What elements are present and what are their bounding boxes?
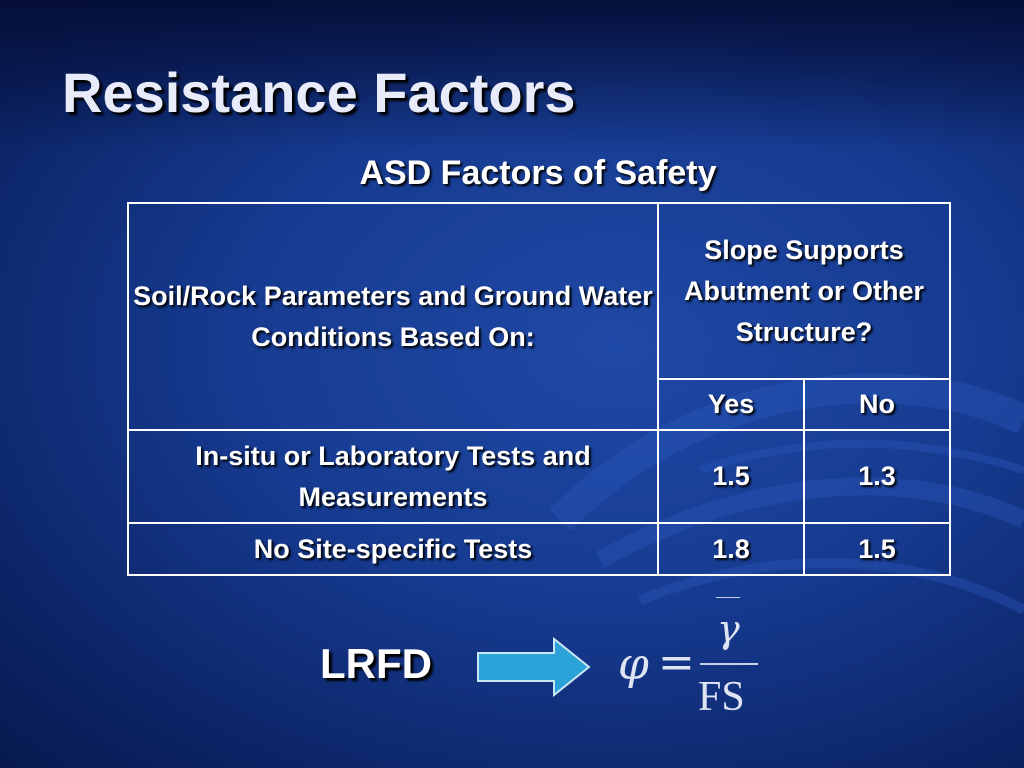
subheader-yes: Yes bbox=[657, 378, 805, 431]
header-soil-rock-parameters: Soil/Rock Parameters and Ground Water Co… bbox=[127, 202, 659, 431]
table-caption: ASD Factors of Safety bbox=[359, 154, 717, 192]
cell-yes-value: 1.5 bbox=[657, 429, 805, 524]
formula-overbar bbox=[716, 597, 740, 598]
resistance-factor-formula: φ = γ FS bbox=[600, 585, 780, 725]
formula-fraction-line bbox=[700, 663, 758, 665]
header-slope-supports: Slope Supports Abutment or Other Structu… bbox=[657, 202, 951, 380]
subheader-no: No bbox=[803, 378, 951, 431]
background-top-band bbox=[0, 0, 1024, 150]
formula-denominator: FS bbox=[698, 674, 745, 720]
row-label: No Site-specific Tests bbox=[127, 522, 659, 576]
factors-of-safety-table: Soil/Rock Parameters and Ground Water Co… bbox=[127, 202, 951, 576]
formula-phi: φ bbox=[618, 639, 649, 690]
cell-yes-value: 1.8 bbox=[657, 522, 805, 576]
right-arrow-icon bbox=[477, 636, 591, 698]
table-row: No Site-specific Tests 1.8 1.5 bbox=[127, 522, 951, 576]
cell-no-value: 1.5 bbox=[803, 522, 951, 576]
slide-title: Resistance Factors bbox=[62, 61, 576, 124]
lrfd-label: LRFD bbox=[320, 640, 432, 687]
formula-equals: = bbox=[658, 637, 695, 688]
formula-numerator: γ bbox=[717, 607, 740, 651]
table-row: In-situ or Laboratory Tests and Measurem… bbox=[127, 429, 951, 524]
row-label: In-situ or Laboratory Tests and Measurem… bbox=[127, 429, 659, 524]
cell-no-value: 1.3 bbox=[803, 429, 951, 524]
